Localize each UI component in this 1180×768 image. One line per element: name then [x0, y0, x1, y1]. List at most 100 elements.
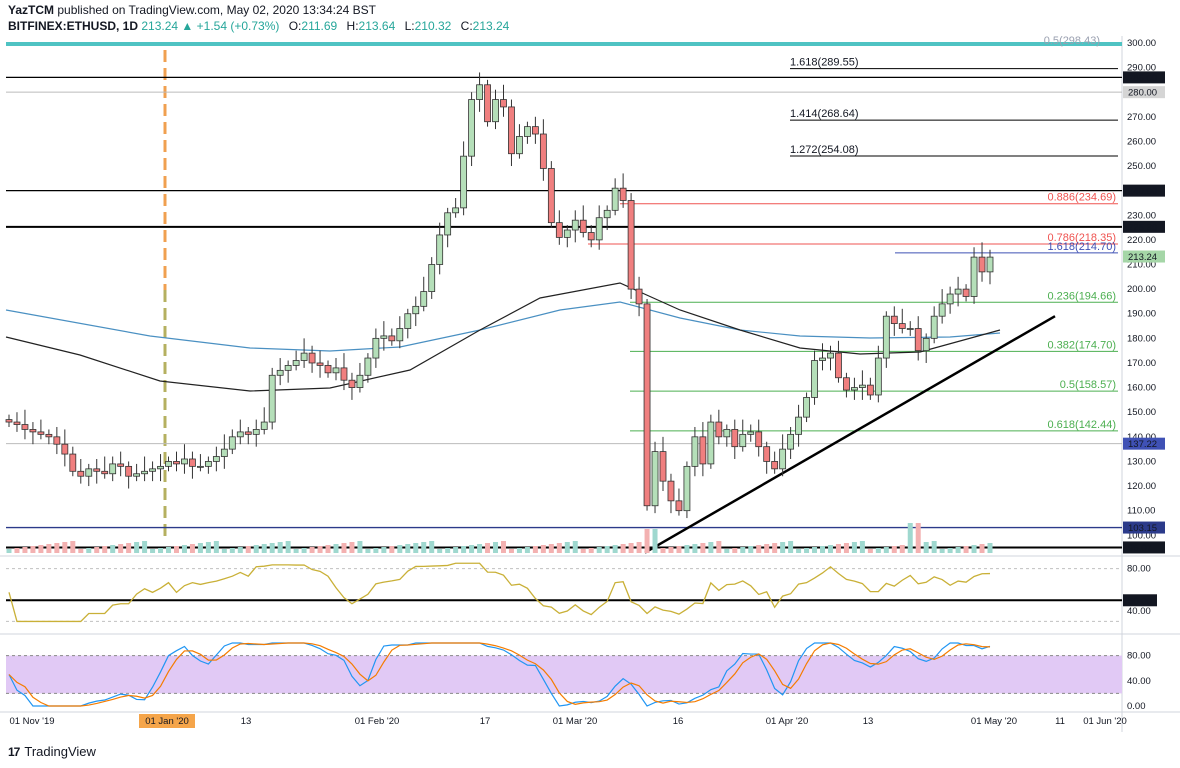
candle — [252, 429, 260, 435]
candle — [5, 419, 13, 423]
candle — [484, 84, 491, 123]
volume-bar — [38, 545, 44, 553]
volume-bar — [955, 547, 961, 553]
candle — [739, 433, 747, 448]
candle — [428, 264, 436, 292]
fib-retracement-label: 0.236(194.66) — [1048, 290, 1117, 302]
volume-bar — [636, 542, 642, 553]
volume-bar — [835, 544, 841, 553]
candle — [555, 222, 563, 238]
ma-200-line — [5, 301, 1001, 352]
candle — [819, 357, 826, 361]
stoch-d-line — [8, 642, 991, 707]
volume-bar — [931, 541, 937, 553]
candle — [516, 136, 523, 155]
candle — [93, 468, 101, 472]
fib-extension-label: 1.272(254.08) — [790, 144, 859, 156]
close-label: C: — [460, 19, 473, 33]
volume-bar — [325, 545, 331, 553]
price-marker-label: 225.30 — [1128, 222, 1157, 233]
volume-bar — [205, 542, 211, 553]
stoch-band-fill — [6, 655, 1122, 694]
price-axis-tick: 110.00 — [1127, 506, 1155, 517]
volume-bar — [118, 544, 124, 553]
volume-bar — [421, 542, 427, 553]
volume-bar — [580, 549, 586, 553]
rsi-marker-badge — [1123, 594, 1157, 607]
candle — [603, 209, 611, 219]
candle — [938, 303, 946, 317]
volume-bar — [788, 541, 794, 553]
price-axis-tick: 130.00 — [1127, 456, 1156, 467]
candle — [619, 187, 627, 201]
volume-bar — [668, 547, 674, 553]
candle — [707, 421, 715, 465]
volume-bar — [78, 549, 84, 553]
tradingview-logo[interactable]: 17 TradingView — [8, 744, 96, 759]
x-axis-label: 01 Nov '19 — [9, 716, 54, 727]
volume-bar — [708, 542, 714, 553]
volume-bar — [612, 545, 618, 553]
candle — [851, 387, 858, 391]
candle — [324, 365, 332, 374]
price-axis-tick: 260.00 — [1127, 136, 1156, 147]
volume-bar — [389, 546, 395, 553]
symbol-name[interactable]: BITFINEX:ETHUSD, 1D — [8, 19, 139, 33]
volume-bar — [397, 545, 403, 553]
candle — [21, 424, 29, 430]
candle — [284, 365, 292, 371]
volume-bar — [445, 548, 451, 553]
candle — [858, 384, 866, 388]
fib-retracement-label: 1.618(214.70) — [1048, 241, 1117, 253]
volume-bar — [660, 548, 666, 553]
price-change: +1.54 (+0.73%) — [196, 19, 280, 33]
candle — [260, 421, 268, 430]
volume-bar — [341, 543, 347, 553]
candle — [228, 436, 236, 450]
volume-bar — [843, 543, 849, 553]
volume-bar — [142, 541, 148, 553]
rsi-axis-tick: 40.00 — [1127, 606, 1151, 617]
price-axis-tick: 300.00 — [1127, 38, 1156, 49]
volume-bar — [963, 546, 969, 553]
candle — [236, 431, 244, 438]
volume-bar — [110, 545, 116, 553]
candle — [922, 337, 930, 352]
high-label: H: — [346, 19, 359, 33]
candle — [468, 99, 475, 157]
candle — [348, 379, 356, 388]
author-name[interactable]: YazTCM — [8, 3, 55, 17]
rsi-line — [8, 562, 991, 623]
candle — [244, 431, 252, 435]
x-axis-label: 01 Apr '20 — [766, 716, 809, 727]
candle — [683, 465, 691, 512]
volume-bar — [437, 549, 443, 553]
volume-bar — [724, 549, 730, 553]
candle — [811, 360, 818, 398]
candle — [316, 362, 324, 366]
candle — [946, 293, 954, 305]
candle — [117, 463, 125, 467]
candle — [667, 480, 675, 502]
stoch-axis-tick: 80.00 — [1127, 651, 1151, 662]
price-axis-tick: 170.00 — [1127, 358, 1156, 369]
candle — [954, 288, 962, 295]
x-axis-label: 13 — [241, 716, 252, 727]
candle — [715, 421, 723, 438]
fib-extension-label: 1.618(289.55) — [790, 57, 859, 69]
volume-bar — [477, 544, 483, 553]
volume-bar — [181, 545, 187, 553]
candle — [420, 291, 428, 307]
price-marker-badge — [1123, 541, 1165, 554]
candle — [189, 458, 196, 467]
candle — [45, 433, 53, 438]
candle — [547, 168, 555, 224]
candle — [763, 446, 771, 462]
volume-bar — [851, 542, 857, 553]
candle — [53, 436, 61, 445]
candle — [396, 328, 404, 342]
volume-bar — [508, 549, 514, 553]
price-axis-tick: 220.00 — [1127, 235, 1156, 246]
volume-bar — [357, 541, 363, 553]
